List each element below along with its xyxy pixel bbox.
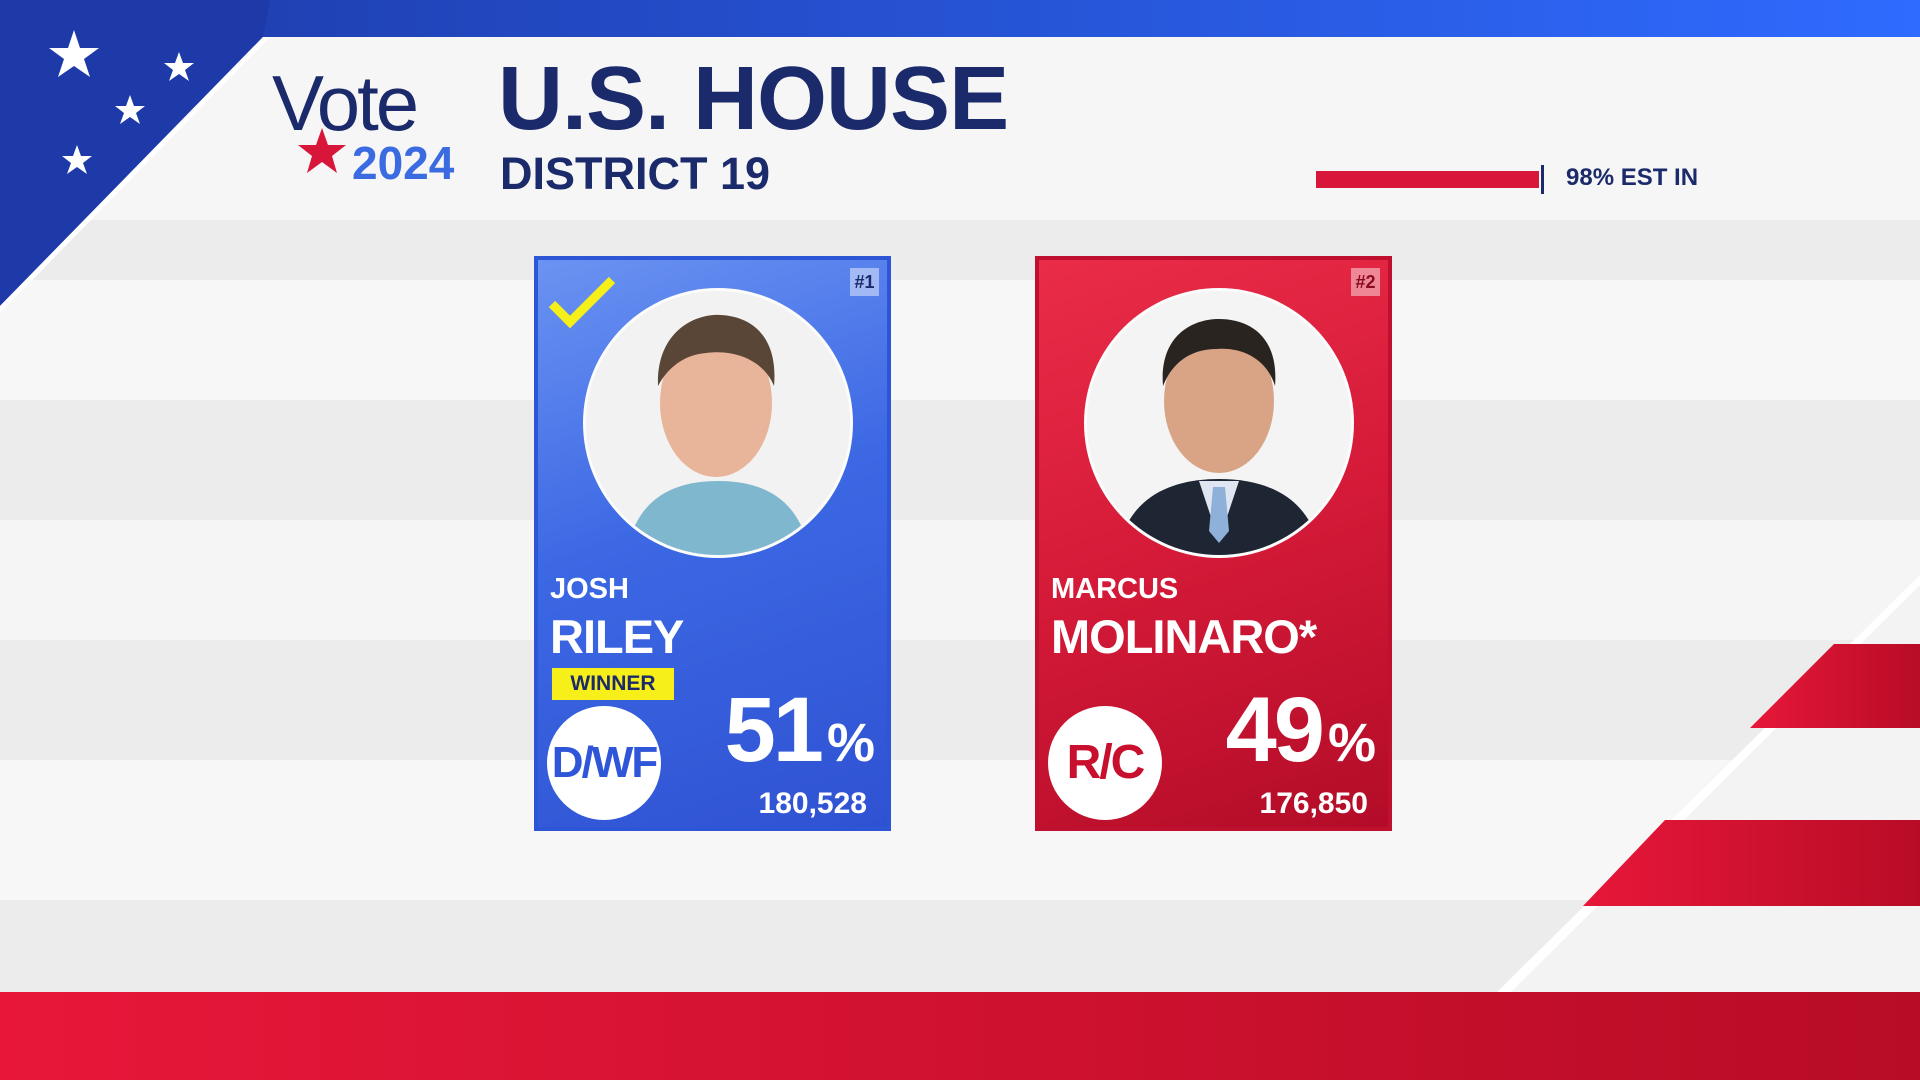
candidate-card: #2 MARCUS MOLINARO* R/C 49% 176,850 [1035, 256, 1392, 831]
rank: #2 [1351, 268, 1380, 296]
winner-check [548, 276, 616, 329]
face [660, 329, 772, 477]
percent: 49% [1226, 678, 1376, 783]
year: 2024 [352, 137, 455, 189]
shoulders [626, 481, 810, 555]
candidate-card: #1 JOSH RILEY WINNER D/WF 51% 180,528 [534, 256, 891, 831]
corner-flag [0, 0, 270, 306]
percent-unit: % [826, 713, 875, 773]
corner-edge [0, 37, 270, 313]
first-name: JOSH [550, 573, 629, 605]
tie [1209, 487, 1229, 543]
winner-badge: WINNER [552, 668, 674, 700]
subtitle: DISTRICT 19 [500, 148, 771, 199]
stripe [0, 520, 1920, 640]
face [1164, 329, 1274, 473]
rank: #1 [850, 268, 879, 296]
party: R/C [1048, 706, 1162, 820]
reporting-track [1316, 165, 1544, 194]
hair [1162, 319, 1276, 386]
stars [49, 30, 194, 174]
title: U.S. HOUSE [498, 49, 1009, 149]
reporting-bar [1316, 171, 1540, 188]
first-name: MARCUS [1051, 573, 1179, 605]
portrait [1087, 291, 1351, 555]
percent-unit: % [1327, 713, 1376, 773]
bottom-stripe [0, 992, 1920, 1080]
percent-value: 49 [1225, 679, 1325, 781]
reporting-tick [1541, 165, 1544, 194]
party: D/WF [547, 706, 661, 820]
percent-value: 51 [724, 679, 824, 781]
votes: 180,528 [758, 787, 867, 820]
hair [657, 314, 775, 386]
stripe [0, 280, 1920, 400]
logo-star [298, 128, 346, 173]
portrait [586, 291, 850, 555]
check [548, 276, 616, 329]
top-stripe [0, 0, 1920, 37]
brand: Vote [272, 59, 419, 147]
photo [583, 288, 853, 558]
flag-stripe [1583, 820, 1920, 906]
header-band [0, 37, 1920, 220]
photo [1084, 288, 1354, 558]
last-name: MOLINARO* [1051, 610, 1317, 663]
reporting-label: 98% EST IN [1566, 164, 1699, 191]
stripe [0, 760, 1920, 900]
flag-stripe [1750, 644, 1920, 728]
votes: 176,850 [1259, 787, 1368, 820]
last-name: RILEY [550, 610, 684, 663]
percent: 51% [725, 678, 875, 783]
